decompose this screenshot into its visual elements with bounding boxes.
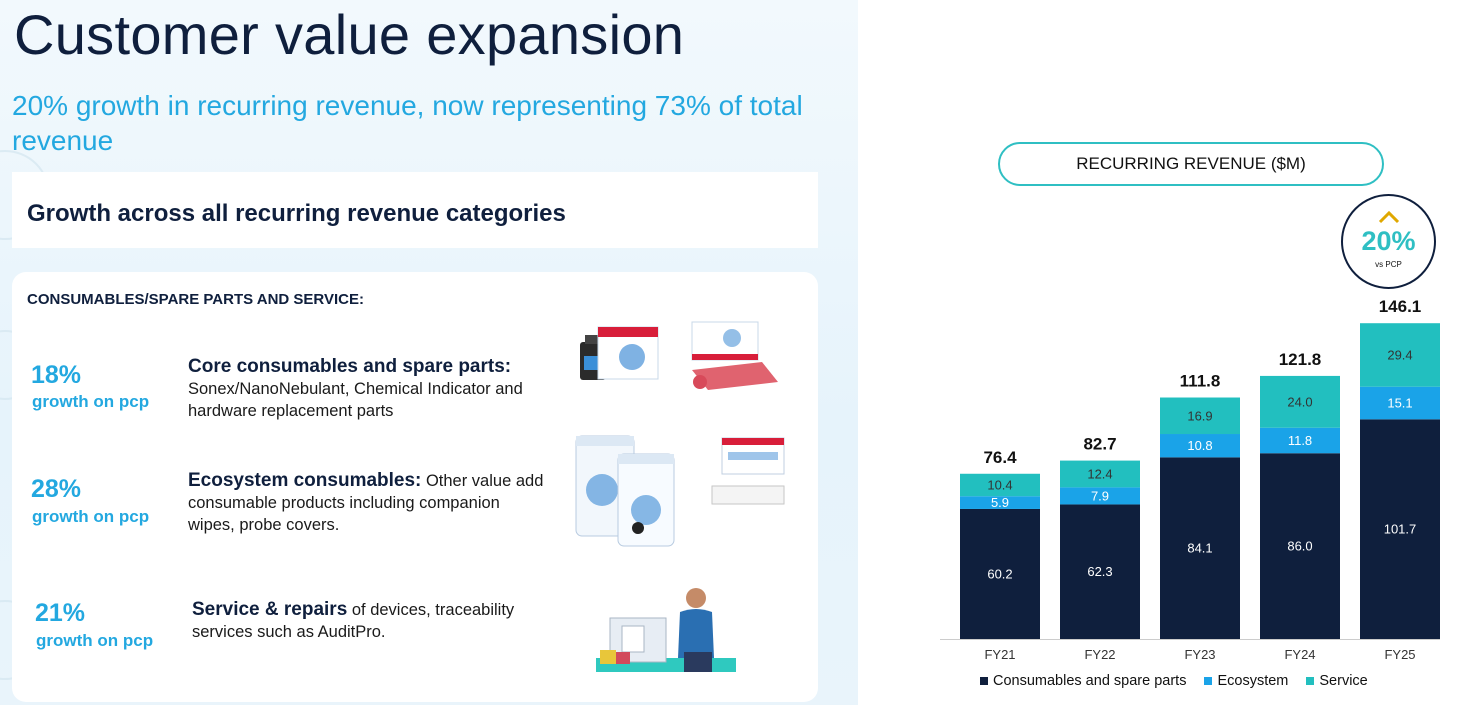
core-consumables-text: Sonex/NanoNebulant, Chemical Indicator a…	[188, 380, 523, 420]
bar-segment	[1360, 386, 1440, 420]
bar-total-label: 121.8	[1279, 350, 1322, 369]
legend-item-ecosystem: Ecosystem	[1204, 673, 1288, 689]
growth-badge-caption: vs PCP	[1375, 260, 1402, 269]
bar-data-label: 7.9	[1091, 488, 1109, 503]
wipes-product-photo	[575, 435, 785, 547]
bar-data-label: 29.4	[1387, 347, 1412, 362]
ecosystem-consumables-heading: Ecosystem consumables:	[188, 470, 422, 491]
x-tick-label: FY24	[1284, 647, 1315, 662]
ecosystem-consumables-pct: 28%	[31, 475, 82, 503]
bar-segment	[1160, 434, 1240, 458]
ecosystem-consumables-pct-caption: growth on pcp	[32, 507, 150, 526]
trophon-product-photo	[580, 321, 778, 390]
bar-data-label: 10.8	[1187, 438, 1212, 453]
growth-badge-value: 20%	[1361, 226, 1416, 256]
bar-data-label: 86.0	[1287, 539, 1312, 554]
bar-segment	[960, 496, 1040, 509]
x-tick-label: FY23	[1184, 647, 1215, 662]
service-repairs-heading: Service & repairs	[192, 599, 348, 620]
core-consumables-heading: Core consumables and spare parts:	[188, 356, 512, 377]
recurring-revenue-label: RECURRING REVENUE ($M)	[998, 142, 1384, 186]
bar-total-label: 111.8	[1180, 372, 1221, 391]
bar-segment	[960, 508, 1040, 639]
bar-segment	[1360, 419, 1440, 639]
bar-segment	[960, 473, 1040, 497]
chart-legend: Consumables and spare parts Ecosystem Se…	[980, 673, 1368, 689]
bar-segment	[1260, 427, 1340, 454]
bar-segment	[1160, 397, 1240, 435]
bar-data-label: 15.1	[1387, 396, 1412, 411]
bar-segment	[1060, 504, 1140, 639]
ecosystem-consumables-description: Ecosystem consumables: Other value add c…	[188, 470, 548, 536]
core-consumables-pct-caption: growth on pcp	[32, 392, 150, 411]
recurring-revenue-chart: 60.2 5.9 10.4 76.4 FY21 62.3 7.9 12.4 82.7 FY22 84…	[940, 297, 1440, 662]
service-repairs-text: of devices, traceability services such a…	[192, 601, 515, 641]
legend-swatch-service	[1306, 677, 1315, 685]
legend-label-ecosystem: Ecosystem	[1217, 673, 1289, 689]
page-subtitle: 20% growth in recurring revenue, now rep…	[12, 90, 803, 156]
service-repairs-pct: 21%	[35, 599, 86, 627]
growth-heading-box: Growth across all recurring revenue cate…	[12, 172, 818, 248]
bar-total-label: 146.1	[1379, 297, 1422, 316]
legend-item-service: Service	[1306, 673, 1368, 689]
bar-data-label: 60.2	[987, 566, 1012, 581]
card-section-title: CONSUMABLES/SPARE PARTS AND SERVICE:	[27, 291, 364, 308]
growth-badge: 20% vs PCP	[1341, 194, 1436, 289]
legend-swatch-ecosystem	[1204, 677, 1213, 685]
ecosystem-consumables-text: Other value add consumable products incl…	[188, 472, 544, 534]
bar-total-label: 82.7	[1083, 435, 1116, 454]
bar-data-label: 12.4	[1087, 466, 1112, 481]
categories-card: CONSUMABLES/SPARE PARTS AND SERVICE: 18%…	[12, 272, 818, 702]
bar-data-label: 101.7	[1384, 522, 1417, 537]
bar-data-label: 62.3	[1087, 564, 1112, 579]
bar-segment	[1260, 453, 1340, 639]
bar-data-label: 84.1	[1187, 541, 1212, 556]
core-consumables-description: Core consumables and spare parts: Sonex/…	[188, 356, 548, 422]
legend-swatch-consumables	[980, 677, 988, 685]
page-title: Customer value expansion	[14, 3, 685, 66]
bar-segment	[1160, 457, 1240, 639]
bar-data-label: 16.9	[1187, 408, 1212, 423]
bar-segment	[1260, 375, 1340, 428]
growth-heading: Growth across all recurring revenue cate…	[27, 200, 566, 227]
service-repairs-pct-caption: growth on pcp	[36, 631, 154, 650]
x-tick-label: FY22	[1084, 647, 1115, 662]
bar-segment	[1360, 323, 1440, 387]
bar-data-label: 11.8	[1288, 433, 1312, 448]
legend-item-consumables: Consumables and spare parts	[980, 673, 1186, 689]
service-repairs-description: Service & repairs of devices, traceabili…	[192, 599, 552, 643]
core-consumables-pct: 18%	[31, 361, 82, 389]
bar-segment	[1060, 487, 1140, 505]
legend-label-consumables: Consumables and spare parts	[993, 673, 1187, 689]
bar-segment	[1060, 460, 1140, 488]
technician-photo	[596, 588, 736, 672]
bar-data-label: 5.9	[991, 495, 1009, 510]
chevron-up-icon	[1378, 210, 1400, 224]
bar-data-label: 10.4	[987, 477, 1012, 492]
x-tick-label: FY25	[1384, 647, 1415, 662]
bar-data-label: 24.0	[1287, 394, 1312, 409]
bar-total-label: 76.4	[983, 448, 1017, 467]
x-tick-label: FY21	[984, 647, 1015, 662]
legend-label-service: Service	[1319, 673, 1368, 689]
